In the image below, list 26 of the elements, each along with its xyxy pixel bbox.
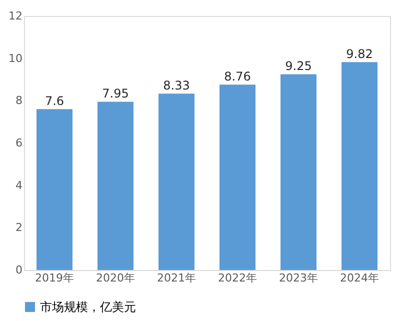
- bar: [342, 62, 378, 270]
- data-label: 7.95: [102, 86, 129, 101]
- x-tick-label: 2020年: [96, 272, 135, 284]
- y-tick-label: 8: [16, 94, 22, 108]
- x-tick-label: 2023年: [279, 272, 318, 284]
- data-label: 8.76: [224, 70, 251, 84]
- x-tick-label: 2024年: [340, 272, 379, 284]
- bar: [220, 84, 256, 270]
- bar: [280, 74, 316, 270]
- y-tick-label: 0: [16, 264, 22, 276]
- y-tick-label: 6: [16, 136, 22, 150]
- bar: [158, 94, 194, 270]
- y-tick-label: 4: [16, 178, 22, 192]
- x-tick-label: 2022年: [218, 272, 257, 284]
- data-label: 8.33: [163, 78, 190, 93]
- bar: [36, 109, 72, 270]
- y-tick-label: 2: [16, 221, 22, 234]
- x-tick-label: 2021年: [157, 272, 196, 284]
- data-label: 7.6: [44, 94, 64, 108]
- legend-label: 市场规模，亿美元: [40, 300, 136, 314]
- x-tick-label: 2019年: [35, 272, 74, 284]
- bar: [98, 102, 134, 270]
- data-label: 9.82: [346, 47, 373, 62]
- data-label: 9.25: [285, 59, 312, 74]
- y-tick-label: 12: [8, 10, 22, 22]
- y-tick-label: 10: [8, 52, 22, 65]
